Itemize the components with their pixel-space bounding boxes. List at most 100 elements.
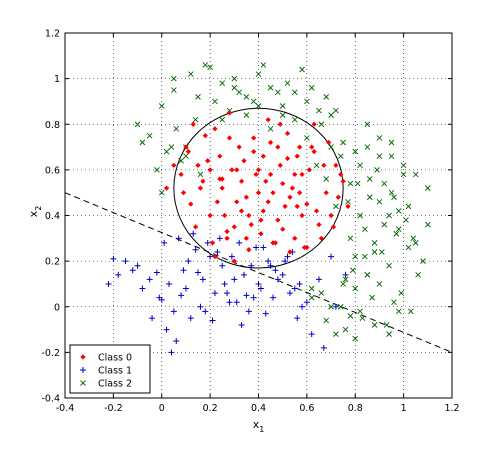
point-class-0 bbox=[318, 235, 325, 241]
point-class-1 bbox=[180, 267, 187, 274]
point-class-1 bbox=[243, 292, 250, 299]
point-class-2 bbox=[345, 198, 351, 205]
point-class-1 bbox=[105, 280, 112, 287]
point-class-1 bbox=[253, 244, 260, 251]
point-class-0 bbox=[80, 354, 86, 360]
point-class-2 bbox=[362, 253, 368, 260]
point-class-1 bbox=[168, 349, 175, 356]
x-axis-label: x1 bbox=[253, 418, 265, 434]
point-class-1 bbox=[139, 285, 146, 292]
point-class-1 bbox=[284, 253, 291, 260]
point-class-2 bbox=[207, 64, 213, 71]
point-class-1 bbox=[248, 262, 255, 269]
point-class-2 bbox=[342, 276, 349, 283]
point-class-0 bbox=[330, 224, 337, 230]
point-class-1 bbox=[209, 317, 216, 324]
point-class-1 bbox=[342, 271, 349, 278]
x-tick-label: 0.2 bbox=[203, 403, 218, 414]
point-class-2 bbox=[415, 271, 421, 278]
point-class-0 bbox=[197, 185, 204, 191]
x-tick-label: 0.4 bbox=[251, 403, 266, 414]
point-class-1 bbox=[163, 326, 170, 333]
decision-boundaries bbox=[64, 107, 453, 353]
point-class-2 bbox=[308, 294, 315, 301]
series-class-2 bbox=[134, 62, 431, 342]
point-class-2 bbox=[403, 217, 409, 223]
point-class-2 bbox=[328, 144, 334, 150]
point-class-0 bbox=[260, 208, 266, 214]
point-class-0 bbox=[246, 247, 252, 253]
point-class-2 bbox=[342, 326, 349, 333]
point-class-0 bbox=[287, 249, 293, 255]
y-tick-label: 0.6 bbox=[45, 165, 60, 176]
point-class-2 bbox=[386, 331, 392, 337]
point-class-0 bbox=[309, 144, 315, 150]
point-class-1 bbox=[214, 249, 221, 255]
point-class-0 bbox=[190, 121, 196, 127]
point-class-2 bbox=[395, 226, 402, 233]
point-class-2 bbox=[146, 132, 153, 139]
point-class-0 bbox=[207, 167, 213, 173]
y-tick-label: 0.2 bbox=[45, 257, 60, 268]
point-class-0 bbox=[333, 162, 339, 168]
point-class-0 bbox=[270, 240, 276, 246]
y-axis-label-main: x bbox=[27, 210, 40, 217]
point-class-2 bbox=[412, 240, 419, 246]
point-class-2 bbox=[323, 176, 330, 182]
point-class-2 bbox=[379, 249, 385, 255]
point-class-2 bbox=[352, 335, 359, 342]
point-class-0 bbox=[212, 253, 218, 260]
legend: Class 0 Class 1 Class 2 bbox=[69, 344, 151, 394]
point-class-1 bbox=[199, 276, 206, 283]
point-class-1 bbox=[262, 310, 269, 317]
point-class-2 bbox=[328, 303, 334, 310]
point-class-1 bbox=[270, 294, 277, 301]
point-class-2 bbox=[386, 262, 392, 269]
point-class-1 bbox=[257, 285, 264, 292]
point-class-2 bbox=[173, 125, 180, 132]
point-class-2 bbox=[340, 139, 346, 146]
point-class-0 bbox=[292, 235, 298, 241]
point-class-1 bbox=[204, 239, 211, 246]
point-class-1 bbox=[178, 292, 185, 299]
point-class-0 bbox=[200, 178, 206, 184]
point-class-0 bbox=[277, 121, 283, 127]
data-points bbox=[105, 62, 431, 356]
point-class-2 bbox=[284, 80, 291, 87]
point-class-0 bbox=[234, 199, 240, 205]
point-class-2 bbox=[275, 89, 281, 96]
point-class-1 bbox=[149, 315, 156, 322]
point-class-2 bbox=[398, 290, 405, 296]
point-class-0 bbox=[321, 162, 327, 168]
point-class-2 bbox=[347, 235, 354, 242]
point-class-2 bbox=[376, 281, 383, 287]
point-class-0 bbox=[277, 162, 283, 168]
point-class-0 bbox=[251, 135, 257, 141]
point-class-2 bbox=[243, 112, 250, 118]
point-class-2 bbox=[279, 103, 286, 109]
point-class-2 bbox=[364, 121, 371, 128]
point-class-2 bbox=[134, 121, 141, 128]
point-class-1 bbox=[240, 271, 247, 278]
point-class-2 bbox=[158, 189, 165, 196]
point-class-1 bbox=[170, 308, 177, 315]
point-class-2 bbox=[337, 303, 344, 310]
point-class-2 bbox=[395, 308, 402, 315]
point-class-2 bbox=[195, 94, 201, 100]
point-class-0 bbox=[335, 194, 341, 200]
x-tick-label: 0 bbox=[159, 403, 165, 414]
point-class-2 bbox=[386, 212, 392, 219]
point-class-2 bbox=[291, 89, 298, 96]
legend-label: Class 0 bbox=[98, 353, 132, 364]
point-class-2 bbox=[202, 62, 209, 68]
point-class-0 bbox=[296, 190, 303, 196]
point-class-1 bbox=[233, 299, 240, 306]
point-class-0 bbox=[217, 176, 223, 182]
point-class-0 bbox=[304, 201, 310, 207]
point-class-1 bbox=[226, 299, 233, 306]
point-class-0 bbox=[238, 178, 245, 184]
point-class-1 bbox=[282, 258, 289, 265]
point-class-1 bbox=[228, 253, 235, 260]
point-class-2 bbox=[364, 144, 371, 150]
point-class-0 bbox=[217, 153, 223, 159]
